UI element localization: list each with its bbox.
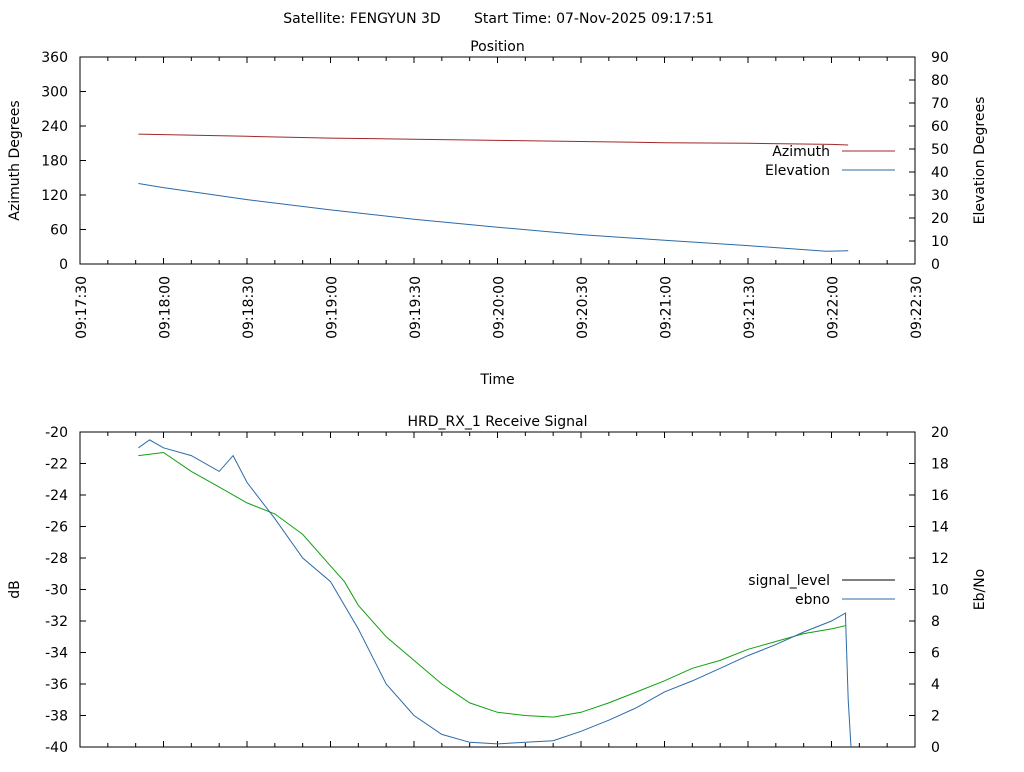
y-tick-label-20: -20	[45, 425, 68, 441]
y-tick-label-360: 360	[41, 50, 68, 66]
y2-tick-label-20: 20	[931, 425, 949, 441]
y2-tick-label-80: 80	[931, 73, 949, 89]
x-tick-label-09-22-30: 09:22:30	[909, 276, 925, 339]
chart-title: Position	[470, 39, 525, 55]
legend-label-azimuth: Azimuth	[772, 144, 830, 160]
y-tick-label-240: 240	[41, 119, 68, 135]
x-tick-label-09-22-00: 09:22:00	[826, 276, 842, 339]
x-tick-label-09-21-00: 09:21:00	[659, 276, 675, 339]
y2-axis-label: Elevation Degrees	[972, 97, 988, 225]
y2-tick-label-40: 40	[931, 165, 949, 181]
y-tick-label-38: -38	[45, 709, 68, 725]
y2-tick-label-16: 16	[931, 488, 949, 504]
y-tick-label-22: -22	[45, 457, 68, 473]
y-tick-label-60: 60	[50, 223, 68, 239]
x-tick-label-09-20-30: 09:20:30	[575, 276, 591, 339]
y2-tick-label-30: 30	[931, 188, 949, 204]
y-tick-label-36: -36	[45, 677, 68, 693]
position-chart: Position36030024018012060090807060504030…	[7, 39, 988, 388]
receive-signal-chart: HRD_RX_1 Receive Signal -20 -22 -24 -26 -28 -3…	[7, 414, 988, 756]
legend-label-signal-level: signal_level	[748, 573, 830, 589]
y2-tick-label-6: 6	[931, 646, 940, 662]
y2-tick-label-90: 90	[931, 50, 949, 66]
y-axis-label: Azimuth Degrees	[7, 100, 23, 220]
y2-tick-label-4: 4	[931, 677, 940, 693]
x-tick-label-09-20-00: 09:20:00	[492, 276, 508, 339]
y2-tick-label-50: 50	[931, 142, 949, 158]
series-line-elevation	[138, 183, 849, 252]
y2-tick-label-18: 18	[931, 457, 949, 473]
y-tick-label-180: 180	[41, 154, 68, 170]
x-tick-label-09-21-30: 09:21:30	[742, 276, 758, 339]
chart-title: HRD_RX_1 Receive Signal	[408, 414, 588, 430]
x-tick-label-09-19-30: 09:19:30	[408, 276, 424, 339]
y2-tick-label-10: 10	[931, 234, 949, 250]
series-line-ebno	[138, 439, 852, 748]
y2-tick-label-2: 2	[931, 709, 940, 725]
y-tick-label-26: -26	[45, 520, 68, 536]
y-tick-label-34: -34	[45, 646, 68, 662]
y2-axis-label: Eb/No	[972, 569, 988, 611]
x-axis-label: Time	[479, 372, 514, 388]
x-tick-label-09-18-30: 09:18:30	[241, 276, 257, 339]
y-tick-label-120: 120	[41, 188, 68, 204]
y-tick-label-30: -30	[45, 583, 68, 599]
y2-tick-label-14: 14	[931, 520, 949, 536]
y-tick-label-40: -40	[45, 740, 68, 756]
y-tick-label-24: -24	[45, 488, 68, 504]
y-tick-label-28: -28	[45, 551, 68, 567]
start-time-header: Start Time: 07-Nov-2025 09:17:51	[474, 11, 714, 27]
series-line-signal-level-trace	[138, 451, 846, 718]
y-tick-label-32: -32	[45, 614, 68, 630]
satellite-header: Satellite: FENGYUN 3D	[283, 11, 440, 27]
y2-tick-label-0: 0	[931, 257, 940, 273]
y2-tick-label-8: 8	[931, 614, 940, 630]
y2-tick-label-0: 0	[931, 740, 940, 756]
plot-frame	[79, 56, 916, 265]
y2-tick-label-70: 70	[931, 96, 949, 112]
y2-tick-label-10: 10	[931, 583, 949, 599]
series-line-azimuth	[138, 133, 849, 146]
y2-tick-label-60: 60	[931, 119, 949, 135]
legend-label-ebno: ebno	[795, 592, 830, 608]
y-tick-label-0: 0	[59, 257, 68, 273]
y2-tick-label-20: 20	[931, 211, 949, 227]
y-tick-label-300: 300	[41, 85, 68, 101]
y-axis-label: dB	[7, 580, 23, 599]
legend-label-elevation: Elevation	[765, 163, 830, 179]
x-tick-label-09-18-00: 09:18:00	[158, 276, 174, 339]
y2-tick-label-12: 12	[931, 551, 949, 567]
x-tick-label-09-17-30: 09:17:30	[74, 276, 90, 339]
x-tick-label-09-19-00: 09:19:00	[325, 276, 341, 339]
